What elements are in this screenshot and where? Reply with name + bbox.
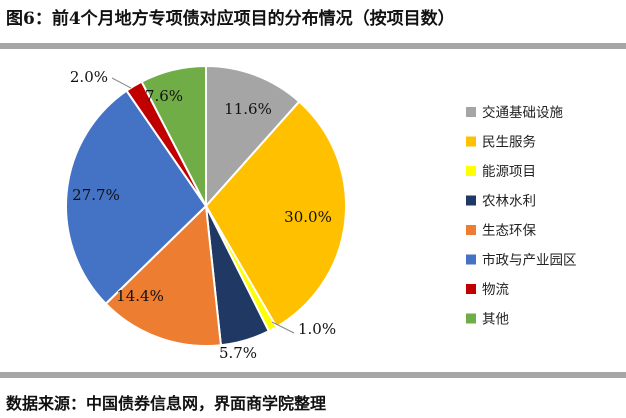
- pie-slice-6: [65, 89, 208, 306]
- legend-label-5: 生态环保: [482, 223, 536, 239]
- legend-swatch-8: [466, 313, 476, 324]
- legend-swatch-4: [466, 195, 476, 206]
- chart-title: 图6：前4个月地方专项债对应项目的分布情况（按项目数）: [6, 9, 455, 29]
- top-divider: [0, 43, 626, 49]
- pie-slice-2: [204, 100, 347, 329]
- leader-line-7: [111, 77, 132, 89]
- slice-label-8: 7.6%: [145, 87, 183, 105]
- legend-swatch-6: [466, 254, 476, 265]
- leader-lines: [111, 77, 295, 334]
- legend-swatch-3: [466, 166, 476, 176]
- slice-label-6: 27.7%: [72, 186, 120, 204]
- legend-swatch-1: [466, 107, 476, 117]
- legend-label-7: 物流: [482, 282, 509, 298]
- slice-labels: 11.6% 30.0% 1.0% 5.7% 14.4% 27.7% 2.0% 7.6%: [70, 68, 336, 362]
- legend-label-4: 农林水利: [482, 194, 536, 210]
- legend-label-1: 交通基础设施: [482, 104, 563, 121]
- pie-slice-1: [205, 64, 301, 209]
- pie-slice-8: [140, 64, 207, 207]
- slice-label-1: 11.6%: [224, 100, 272, 118]
- legend-label-3: 能源项目: [482, 164, 536, 180]
- leader-line-3: [271, 321, 295, 334]
- legend-label-8: 其他: [482, 312, 509, 328]
- slice-label-7: 2.0%: [70, 68, 108, 86]
- bottom-divider: [0, 372, 626, 378]
- slice-label-2: 30.0%: [284, 208, 332, 226]
- legend-swatch-2: [466, 136, 476, 147]
- slice-label-5: 14.4%: [116, 287, 164, 305]
- legend-swatch-7: [466, 284, 476, 294]
- legend-label-2: 民生服务: [482, 135, 536, 151]
- pie-slice-5: [104, 203, 223, 347]
- data-source-note: 数据来源：中国债券信息网，界面商学院整理: [6, 394, 327, 413]
- slice-label-3: 1.0%: [298, 320, 336, 338]
- pie-slices: [65, 64, 347, 347]
- legend-swatch-5: [466, 225, 476, 235]
- slice-label-4: 5.7%: [219, 344, 257, 362]
- legend-label-6: 市政与产业园区: [482, 252, 577, 269]
